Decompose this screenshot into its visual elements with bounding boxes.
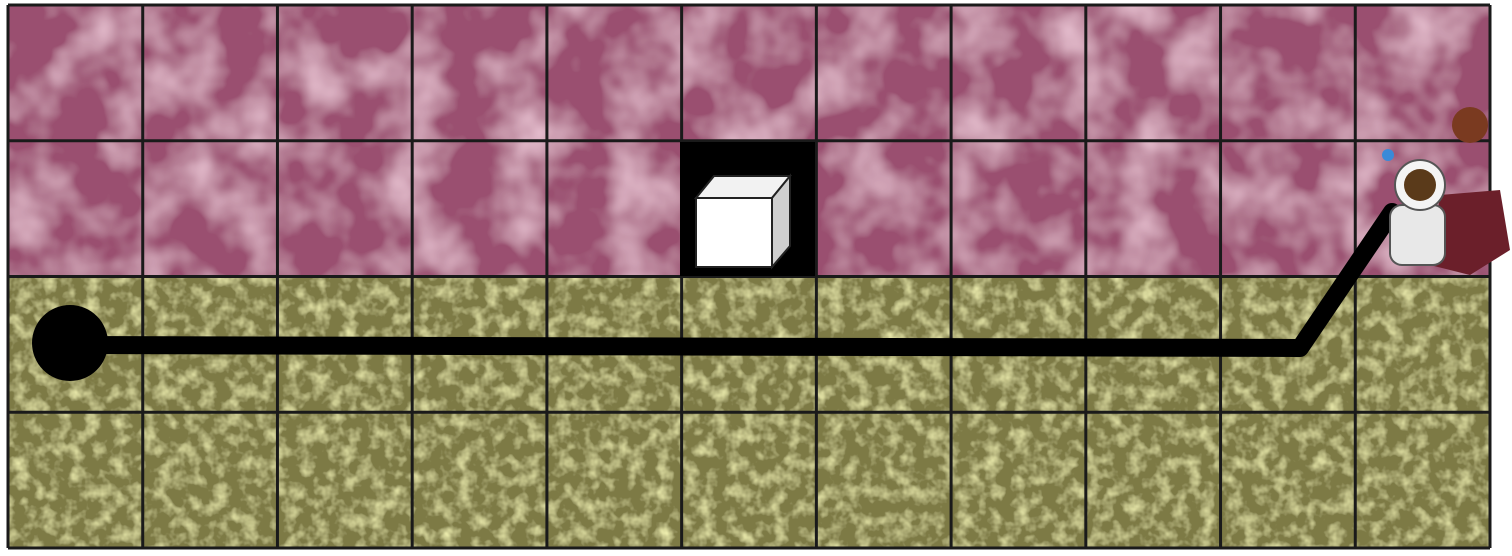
character-body [1389, 204, 1446, 266]
grid [6, 3, 1492, 550]
character-sparkle [1382, 149, 1394, 161]
character [1382, 107, 1510, 275]
cube-front [695, 197, 773, 268]
cube [693, 173, 793, 270]
character-back-head [1452, 107, 1488, 143]
character-face [1404, 169, 1436, 201]
path-line [61, 203, 1401, 357]
path-start [32, 305, 108, 381]
character-cape [1430, 190, 1510, 275]
